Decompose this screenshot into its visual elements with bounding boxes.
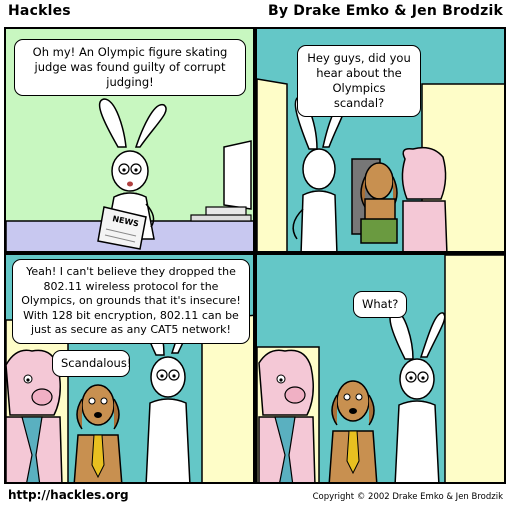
comic-byline: By Drake Emko & Jen Brodzik <box>267 3 503 19</box>
dog-character <box>73 384 123 482</box>
pig-character <box>6 349 63 482</box>
speech-bubble: Scandalous! <box>52 350 132 377</box>
speech-bubble: Oh my! An Olympic figure skating judge w… <box>14 39 246 96</box>
newspaper: NEWS <box>97 206 147 250</box>
speech-text: What? <box>362 297 399 311</box>
rabbit-character <box>292 96 346 251</box>
panel-2: Hey guys, did you hear about the Olympic… <box>255 27 506 253</box>
computer-monitor <box>190 140 252 222</box>
pig-character <box>258 349 316 482</box>
panel-1-artwork: NEWS <box>6 98 253 251</box>
speech-bubble: Yeah! I can't believe they dropped the 8… <box>12 259 250 344</box>
panel-4: What? <box>255 253 506 484</box>
rabbit-character <box>389 310 446 482</box>
speech-text: Oh my! An Olympic figure skating judge w… <box>32 45 228 89</box>
panel-2-artwork <box>257 78 504 251</box>
dog-character <box>360 162 398 244</box>
site-url: http://hackles.org <box>8 488 129 502</box>
panel-4-artwork <box>257 255 504 482</box>
copyright-notice: Copyright © 2002 Drake Emko & Jen Brodzi… <box>312 492 503 502</box>
speech-text: Hey guys, did you hear about the Olympic… <box>307 51 411 110</box>
speech-text: Scandalous! <box>61 356 132 370</box>
dog-character <box>328 380 378 482</box>
cubicle-wall <box>257 78 288 251</box>
panel-1: NEWS Oh my! An Olympic figure skating ju… <box>4 27 255 253</box>
cubicle-wall <box>444 255 504 482</box>
pig-character <box>401 146 448 251</box>
comic-title: Hackles <box>8 3 71 19</box>
speech-bubble: What? <box>353 291 407 318</box>
speech-text: Yeah! I can't believe they dropped the 8… <box>21 265 241 336</box>
speech-bubble: Hey guys, did you hear about the Olympic… <box>297 45 421 117</box>
panel-3: Yeah! I can't believe they dropped the 8… <box>4 253 255 484</box>
